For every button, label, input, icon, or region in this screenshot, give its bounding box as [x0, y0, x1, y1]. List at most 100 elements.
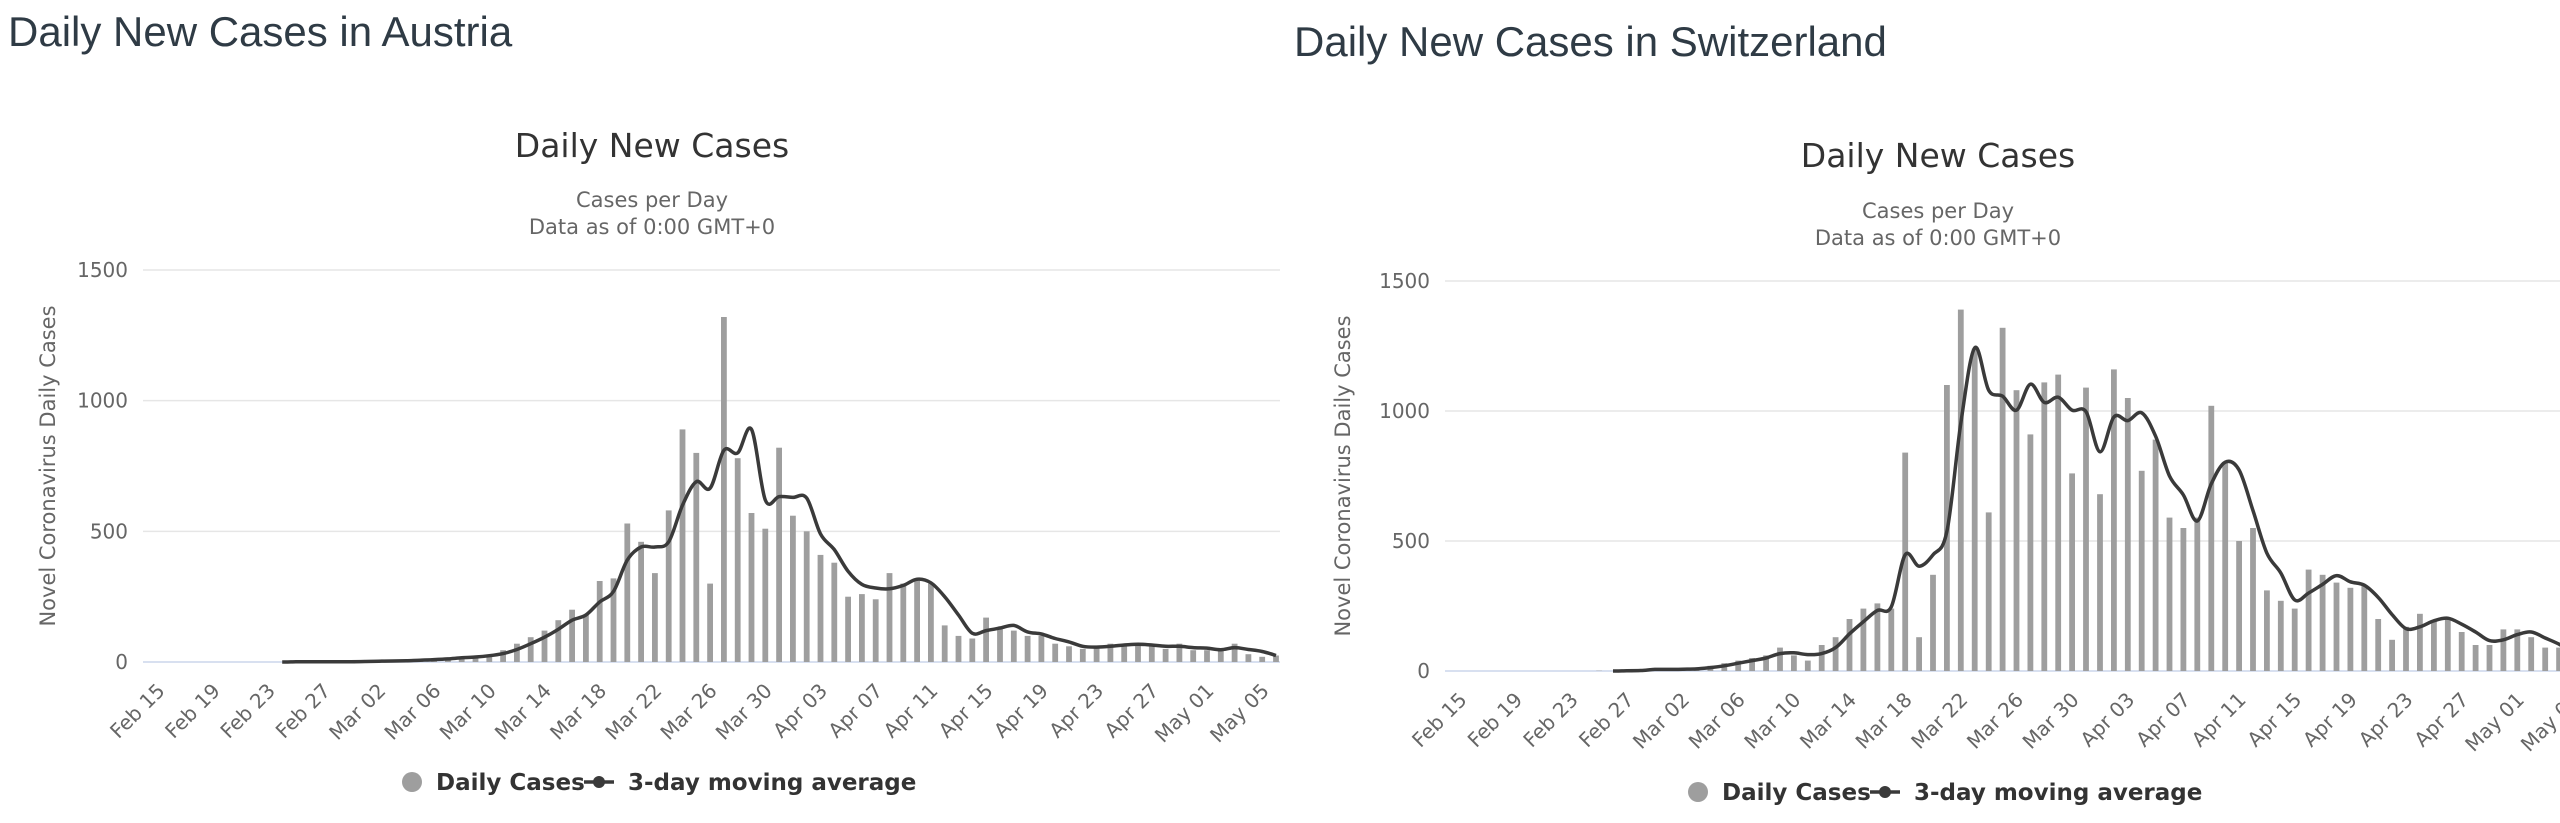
daily-cases-bar: [2180, 528, 2187, 671]
daily-cases-bar: [679, 429, 686, 662]
daily-cases-bar: [1052, 643, 1059, 662]
daily-cases-bar: [1818, 645, 1825, 671]
legend-label: 3-day moving average: [628, 770, 916, 796]
daily-cases-bar: [638, 541, 644, 662]
daily-cases-bar: [1079, 648, 1086, 662]
daily-cases-bar: [2250, 528, 2256, 671]
daily-cases-bar: [734, 458, 741, 662]
daily-cases-bar: [1999, 327, 2006, 671]
daily-cases-bar: [472, 656, 479, 662]
x-tick-label: May 05: [2516, 688, 2560, 757]
daily-cases-bar: [748, 513, 755, 662]
daily-cases-bar: [2333, 582, 2340, 671]
x-tick-label: Mar 10: [435, 679, 501, 745]
x-tick-label: Feb 19: [160, 679, 225, 744]
daily-cases-bar: [803, 531, 810, 662]
x-tick-label: Mar 22: [600, 679, 666, 745]
daily-cases-bar: [665, 510, 672, 662]
daily-cases-bar: [500, 650, 506, 662]
y-tick-label: 0: [115, 650, 128, 674]
x-tick-label: Feb 27: [271, 679, 336, 744]
x-tick-label: May 05: [1205, 679, 1274, 748]
daily-cases-bar: [983, 617, 989, 662]
x-tick-label: Mar 26: [655, 679, 721, 745]
daily-cases-bar: [693, 452, 700, 662]
daily-cases-bar: [914, 581, 920, 662]
daily-cases-bar: [2277, 600, 2284, 671]
daily-cases-bar: [2069, 473, 2075, 671]
daily-cases-bar: [2556, 647, 2560, 671]
page-heading-switzerland: Daily New Cases in Switzerland: [1294, 18, 1887, 65]
daily-cases-bar: [2152, 439, 2159, 671]
daily-cases-bar: [652, 573, 658, 662]
daily-cases-bar: [900, 583, 907, 662]
daily-cases-bar: [859, 594, 865, 662]
daily-cases-bar: [2347, 587, 2354, 671]
y-tick-label: 1000: [1379, 399, 1430, 423]
daily-cases-bar: [1217, 648, 1224, 662]
x-tick-label: Apr 07: [2131, 688, 2195, 752]
legend-item-daily-cases[interactable]: Daily Cases: [402, 770, 585, 796]
daily-cases-bar: [1804, 660, 1811, 671]
daily-cases-bar: [1985, 512, 1992, 671]
legend-marker-dot-icon: [1879, 786, 1891, 798]
daily-cases-bar: [1749, 658, 1755, 671]
legend-marker-circle-icon: [1688, 782, 1708, 802]
daily-cases-bar: [2403, 626, 2409, 671]
daily-cases-bar: [2111, 369, 2117, 671]
daily-cases-bar: [541, 630, 548, 662]
x-tick-label: Mar 02: [324, 679, 390, 745]
daily-cases-bar: [1024, 635, 1031, 662]
legend-label: 3-day moving average: [1914, 780, 2202, 806]
daily-cases-bar: [2166, 517, 2173, 671]
daily-cases-bar: [2083, 387, 2089, 671]
x-tick-label: Mar 18: [545, 679, 611, 745]
daily-cases-bar: [1888, 608, 1895, 671]
daily-cases-bar: [2013, 390, 2020, 671]
daily-cases-bar: [762, 528, 769, 662]
x-tick-label: Apr 19: [2298, 688, 2362, 752]
daily-cases-bar: [1860, 608, 1867, 671]
x-tick-label: Mar 22: [1906, 688, 1972, 754]
daily-cases-bar: [1066, 646, 1072, 662]
daily-cases-bar: [2389, 639, 2395, 671]
daily-cases-bar: [1245, 654, 1252, 662]
legend-label: Daily Cases: [436, 770, 585, 796]
chart-subtitle-line: Cases per Day: [576, 188, 728, 212]
daily-cases-bar: [2472, 645, 2479, 671]
x-tick-label: Feb 23: [215, 679, 280, 744]
x-tick-label: Apr 07: [823, 679, 887, 743]
daily-cases-bar: [2208, 405, 2215, 671]
x-tick-label: Feb 15: [1407, 688, 1472, 753]
legend-item-moving-average[interactable]: 3-day moving average: [1870, 780, 2202, 806]
daily-cases-bar: [969, 638, 976, 662]
daily-cases-bar: [707, 583, 713, 662]
daily-cases-bar: [1930, 574, 1936, 671]
daily-cases-bar: [527, 637, 534, 662]
legend-item-moving-average[interactable]: 3-day moving average: [584, 770, 916, 796]
daily-cases-bar: [610, 578, 617, 662]
daily-cases-bar: [2027, 434, 2034, 671]
x-tick-label: Mar 30: [711, 679, 777, 745]
daily-cases-bar: [1957, 309, 1964, 671]
daily-cases-bar: [596, 581, 603, 662]
daily-cases-bar: [2305, 569, 2312, 671]
legend-marker-dot-icon: [593, 776, 605, 788]
daily-cases-bar: [2375, 619, 2382, 671]
x-tick-label: Mar 14: [490, 679, 556, 745]
daily-cases-bar: [1231, 643, 1238, 662]
daily-cases-bar: [831, 562, 838, 662]
x-tick-label: Apr 19: [989, 679, 1053, 743]
x-tick-label: Feb 27: [1574, 688, 1639, 753]
daily-cases-bar: [1190, 650, 1197, 662]
daily-cases-bar: [1874, 603, 1881, 671]
legend-item-daily-cases[interactable]: Daily Cases: [1688, 780, 1871, 806]
daily-cases-bar: [2055, 374, 2062, 671]
daily-cases-bar: [1832, 637, 1839, 671]
daily-cases-bar: [845, 596, 851, 662]
x-tick-label: May 01: [2460, 688, 2529, 757]
daily-cases-bar: [2097, 494, 2103, 671]
daily-cases-bar: [1777, 647, 1783, 671]
legend-marker-circle-icon: [402, 772, 422, 792]
x-tick-label: Mar 06: [1684, 688, 1750, 754]
